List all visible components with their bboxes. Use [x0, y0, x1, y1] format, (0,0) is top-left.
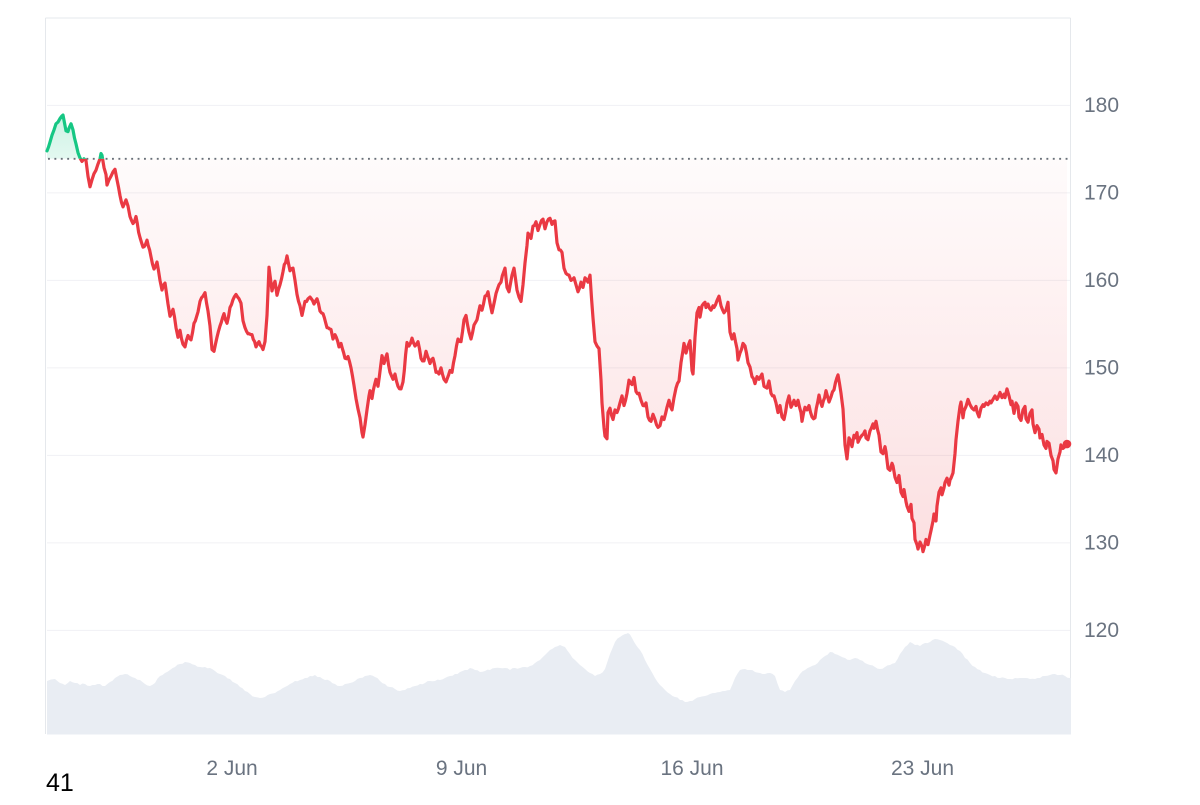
plot-border [45, 17, 1071, 734]
y-axis-labels: 180 170 160 150 140 130 120 [1084, 94, 1119, 642]
price-area-down [47, 158, 1067, 552]
x-tick-label: 2 Jun [206, 757, 257, 780]
x-tick-label: 9 Jun [436, 757, 487, 780]
price-line [45, 113, 1072, 554]
y-tick-label: 160 [1084, 269, 1119, 292]
price-area-up [47, 115, 103, 159]
y-tick-label: 150 [1084, 356, 1119, 379]
price-line-down-segment [78, 158, 1069, 554]
y-tick-label: 170 [1084, 181, 1119, 204]
x-tick-label: 23 Jun [891, 757, 954, 780]
y-tick-label: 180 [1084, 94, 1119, 117]
page-footnote-number: 41 [46, 769, 74, 797]
price-line-end-dot [1062, 439, 1072, 449]
x-axis-labels: 2 Jun 9 Jun 16 Jun 23 Jun [206, 757, 954, 780]
price-area-fills [47, 115, 1067, 552]
volume-area-path [47, 633, 1071, 735]
y-tick-label: 130 [1084, 531, 1119, 554]
volume-area [47, 633, 1071, 735]
y-tick-label: 120 [1084, 619, 1119, 642]
x-tick-label: 16 Jun [660, 757, 723, 780]
y-tick-label: 140 [1084, 444, 1119, 467]
